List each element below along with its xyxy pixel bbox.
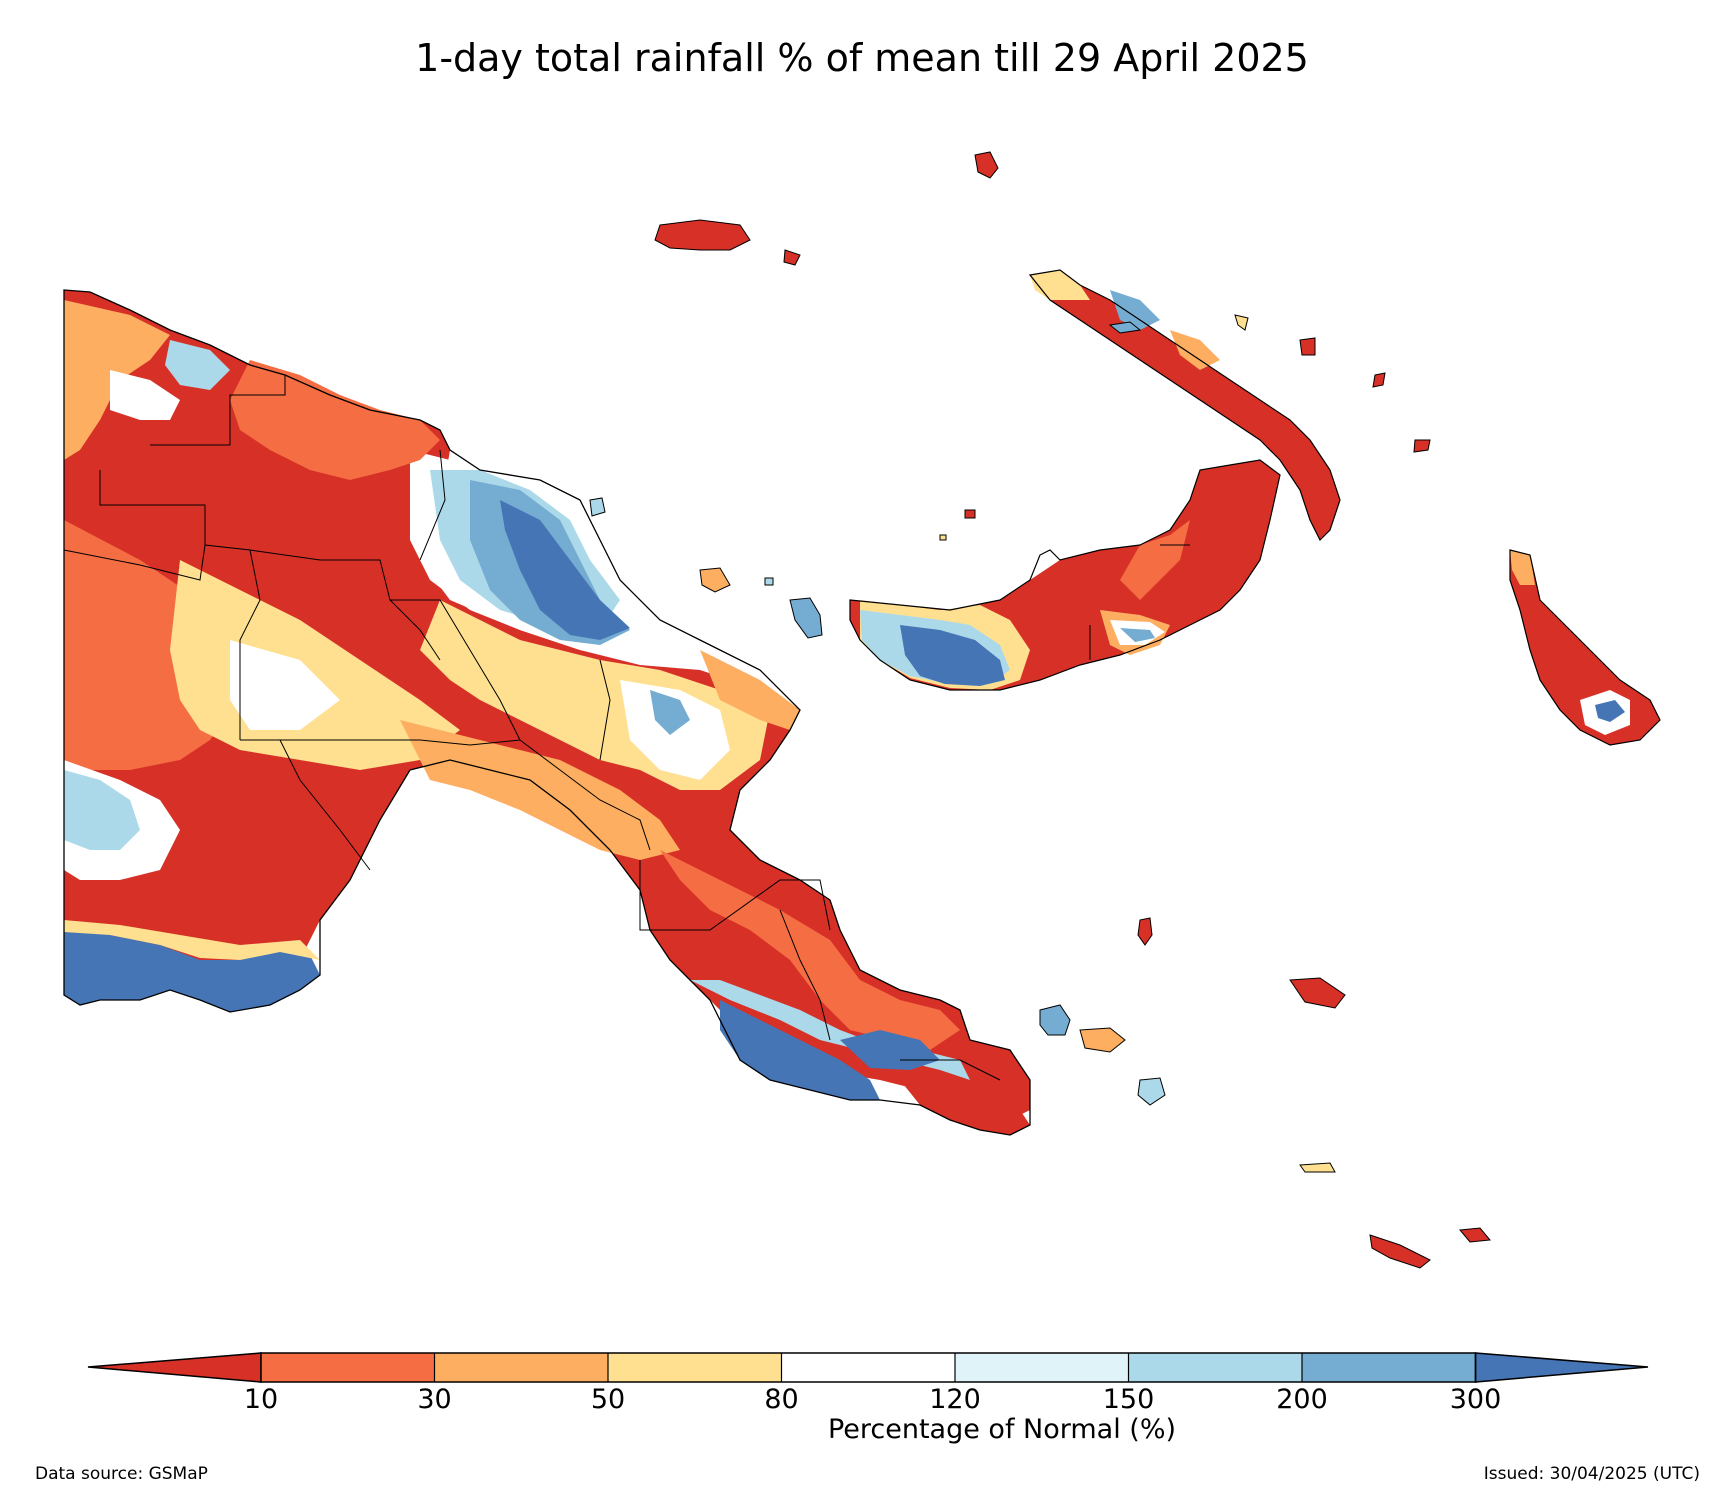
bougainville-outline xyxy=(1509,549,1661,746)
colorbar-tick: 10 xyxy=(243,1384,279,1415)
fergusson-island xyxy=(1039,1004,1071,1036)
islet-9 xyxy=(699,567,731,593)
islet-6 xyxy=(1372,372,1386,388)
islet-2 xyxy=(783,249,801,266)
zone-orange-3 xyxy=(400,720,680,860)
colorbar-bin-80-120 xyxy=(781,1353,955,1382)
zone-orange-east-lobe xyxy=(700,650,800,730)
colorbar-label: Percentage of Normal (%) xyxy=(827,1414,1177,1445)
new-ireland xyxy=(1028,269,1341,542)
mainland-west xyxy=(63,289,1031,1136)
data-source: Data source: GSMaP xyxy=(35,1464,208,1484)
woodlark-island xyxy=(1289,977,1346,1009)
nb-zone-orange-north xyxy=(1120,520,1190,600)
colorbar-bin-200-300 xyxy=(1302,1353,1476,1382)
normanby-island xyxy=(1137,1077,1166,1106)
colorbar-bin-10-30 xyxy=(261,1353,435,1382)
islet-3 xyxy=(1299,337,1316,356)
southeast-islands xyxy=(1039,917,1491,1269)
colorbar-bin-120-150 xyxy=(955,1353,1129,1382)
misima-island xyxy=(1299,1162,1336,1173)
new-ireland-outline xyxy=(1028,269,1341,542)
manus-islands xyxy=(589,151,1431,639)
ni-zone-blue xyxy=(1110,290,1160,330)
rossel-island xyxy=(1459,1227,1491,1243)
colorbar-bin-50-80 xyxy=(608,1353,782,1382)
zone-lightblue-nw xyxy=(165,340,230,390)
zone-orange-4 xyxy=(230,360,440,480)
ni-zone-yellow xyxy=(1030,270,1090,300)
ni-zone-orange xyxy=(1170,330,1220,370)
islet-1 xyxy=(974,151,999,179)
zone-lightblue-left xyxy=(64,770,140,850)
new-ireland-base xyxy=(1030,270,1340,540)
bougainville xyxy=(1509,549,1661,746)
zone-blue-tail xyxy=(720,1000,880,1100)
zone-yellow-south xyxy=(64,920,320,960)
zone-blue-south xyxy=(64,930,320,1012)
islet-8 xyxy=(939,534,947,541)
colorbar-extend-low xyxy=(87,1352,262,1383)
trobriand-island xyxy=(1137,917,1153,946)
nb-zone-blue xyxy=(900,625,1005,686)
bv-zone-orange xyxy=(1510,550,1535,585)
issued-date: Issued: 30/04/2025 (UTC) xyxy=(1483,1464,1700,1484)
zone-red-sw xyxy=(120,870,320,940)
manus-island xyxy=(654,219,751,251)
colorbar-tick: 50 xyxy=(590,1384,626,1415)
islet-11 xyxy=(789,597,823,639)
colorbar-bin-30-50 xyxy=(434,1353,608,1382)
islet-4 xyxy=(1234,314,1249,331)
islet-5 xyxy=(1413,439,1431,453)
zone-red-tip xyxy=(900,1080,1030,1135)
zone-white-1 xyxy=(230,640,340,730)
colorbar-tick: 150 xyxy=(1102,1384,1155,1415)
zone-white-nw xyxy=(110,370,180,420)
rainfall-map xyxy=(63,151,1661,1269)
zone-darkblue-north xyxy=(500,500,630,640)
islet-7 xyxy=(964,509,976,519)
new-britain-outline xyxy=(849,459,1281,691)
zone-orange-tail xyxy=(660,850,960,1050)
province-boundaries xyxy=(63,375,1001,1081)
colorbar-tick: 300 xyxy=(1449,1384,1502,1415)
colorbar-separators xyxy=(433,1353,1303,1382)
islet-12 xyxy=(589,497,606,517)
colorbar-tick: 200 xyxy=(1276,1384,1328,1415)
new-britain xyxy=(849,459,1281,691)
mainland-outline xyxy=(63,289,1031,1136)
colorbar-bin-150-200 xyxy=(1128,1353,1302,1382)
colorbar-tick: 80 xyxy=(764,1384,799,1415)
colorbar-tick: 120 xyxy=(929,1384,981,1415)
zone-blue-central xyxy=(650,690,690,735)
colorbar-tick: 30 xyxy=(417,1384,452,1415)
islet-10 xyxy=(764,577,774,586)
sudest-island xyxy=(1369,1234,1431,1269)
colorbar-extend-high xyxy=(1474,1352,1649,1383)
bv-zone-blue xyxy=(1595,700,1625,722)
ni-blue-islet xyxy=(1108,321,1142,334)
goodenough-island xyxy=(1079,1027,1126,1053)
map-title: 1-day total rainfall % of mean till 29 A… xyxy=(415,36,1309,80)
nb-zone-blue-east xyxy=(1120,628,1155,642)
